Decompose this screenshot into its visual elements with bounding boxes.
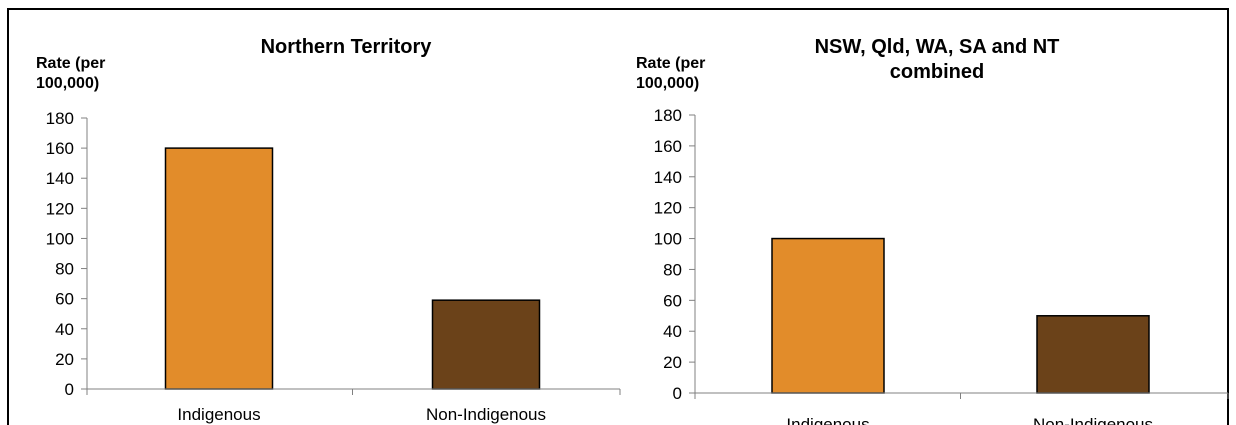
chart-1-ytick-label: 0 xyxy=(65,380,74,399)
chart-1-bars xyxy=(164,147,541,390)
chart-2-ytick-label: 100 xyxy=(654,230,682,249)
chart-2-category-label-non-indigenous: Non-Indigenous xyxy=(1033,415,1153,425)
chart-2-ylabel-line-2: 100,000) xyxy=(636,75,699,92)
chart-2-yticks: 0 20 40 60 80 100 120 140 160 180 xyxy=(654,106,695,403)
chart-2-ylabel-line-1: Rate (per xyxy=(636,55,705,72)
chart-1-bar-indigenous xyxy=(164,147,274,390)
chart-2-ytick-label: 20 xyxy=(663,353,682,372)
chart-2-ytick-label: 180 xyxy=(654,106,682,125)
chart-2-ytick-label: 60 xyxy=(663,291,682,310)
chart-2-ytick-label: 160 xyxy=(654,137,682,156)
chart-northern-territory: Northern Territory Rate (per 100,000) 0 2… xyxy=(36,36,621,424)
chart-1-ylabel-line-2: 100,000) xyxy=(36,75,99,92)
chart-2-ytick-label: 80 xyxy=(663,260,682,279)
chart-1-yticks: 0 20 40 60 80 100 120 140 160 180 xyxy=(46,109,87,399)
chart-2-bar-indigenous xyxy=(771,237,885,394)
chart-2-ytick-label: 140 xyxy=(654,168,682,187)
chart-1-bar-non-indigenous xyxy=(431,299,541,390)
chart-1-ytick-label: 20 xyxy=(55,350,74,369)
chart-1-category-label-non-indigenous: Non-Indigenous xyxy=(426,405,546,424)
chart-1-ytick-label: 60 xyxy=(55,290,74,309)
chart-1-ytick-label: 180 xyxy=(46,109,74,128)
chart-1-ytick-label: 140 xyxy=(46,169,74,188)
chart-2-ytick-label: 120 xyxy=(654,199,682,218)
chart-2-ytick-label: 0 xyxy=(673,384,682,403)
chart-1-category-label-indigenous: Indigenous xyxy=(177,405,260,424)
chart-combined-states: NSW, Qld, WA, SA and NT combined Rate (p… xyxy=(636,36,1229,425)
chart-1-title: Northern Territory xyxy=(261,36,433,58)
chart-1-ytick-label: 120 xyxy=(46,199,74,218)
chart-1-ytick-label: 160 xyxy=(46,139,74,158)
chart-1-ytick-label: 80 xyxy=(55,260,74,279)
chart-2-bar-non-indigenous xyxy=(1036,315,1150,394)
chart-2-bars xyxy=(771,237,1150,394)
chart-1-ytick-label: 100 xyxy=(46,229,74,248)
chart-2-ytick-label: 40 xyxy=(663,322,682,341)
chart-1-ylabel-line-1: Rate (per xyxy=(36,55,105,72)
chart-2-category-label-indigenous: Indigenous xyxy=(786,415,869,425)
chart-1-ytick-label: 40 xyxy=(55,320,74,339)
chart-1-axes xyxy=(86,118,621,395)
chart-2-title-line-1: NSW, Qld, WA, SA and NT xyxy=(815,36,1060,58)
chart-2-title-line-2: combined xyxy=(890,61,984,83)
chart-2-axes xyxy=(694,115,1229,399)
